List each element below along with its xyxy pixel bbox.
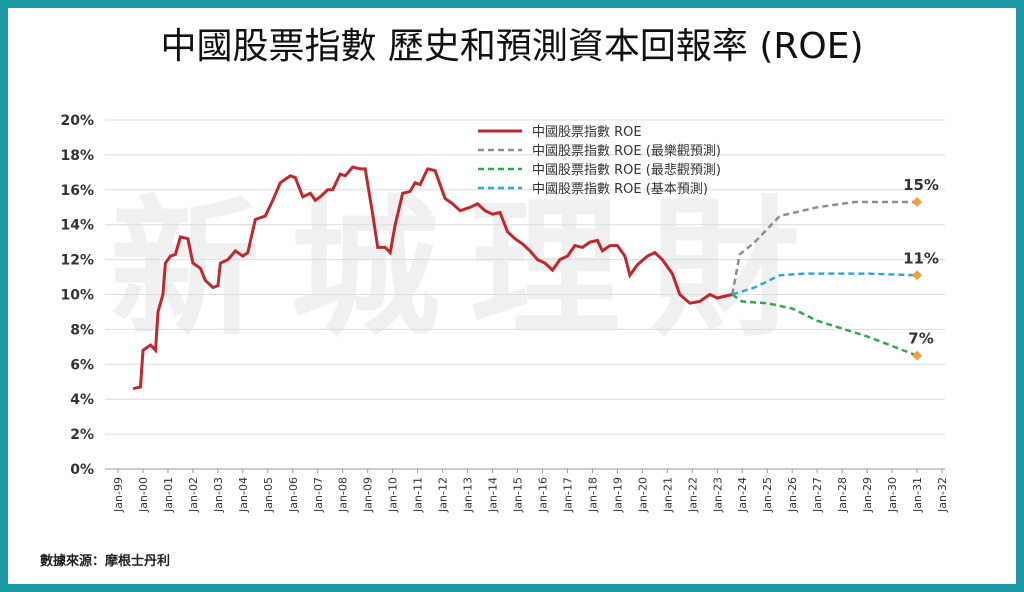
- y-tick-label: 14%: [60, 218, 94, 234]
- source: 數據來源：摩根士丹利: [40, 553, 170, 569]
- legend-label: 中國股票指數 ROE (最樂觀預測): [532, 143, 721, 159]
- x-tick-label: Jan-00: [137, 477, 150, 513]
- y-tick-label: 12%: [60, 253, 94, 269]
- x-tick-label: Jan-16: [536, 477, 549, 513]
- x-tick-label: Jan-07: [312, 477, 325, 513]
- y-tick-label: 0%: [70, 462, 94, 478]
- x-tick-label: Jan-06: [287, 477, 300, 513]
- y-tick-label: 18%: [60, 148, 94, 164]
- x-tick-label: Jan-29: [861, 477, 874, 513]
- x-tick-label: Jan-19: [611, 477, 624, 513]
- y-tick-label: 4%: [70, 392, 94, 408]
- x-tick-label: Jan-18: [586, 477, 599, 513]
- x-tick-label: Jan-30: [886, 477, 899, 513]
- y-tick-label: 2%: [70, 427, 94, 443]
- end-label: 11%: [903, 249, 939, 267]
- y-tick-label: 6%: [70, 357, 94, 373]
- x-tick-label: Jan-13: [462, 477, 475, 513]
- x-tick-label: Jan-27: [811, 477, 824, 513]
- x-tick-label: Jan-21: [661, 477, 674, 513]
- y-tick-label: 8%: [70, 322, 94, 338]
- x-tick-label: Jan-10: [387, 477, 400, 513]
- y-tick-label: 20%: [60, 113, 94, 129]
- series-line: [731, 272, 918, 296]
- x-tick-label: Jan-26: [786, 477, 799, 513]
- end-label: 7%: [908, 330, 933, 348]
- legend-label: 中國股票指數 ROE (最悲觀預測): [532, 162, 721, 178]
- x-tick-label: Jan-22: [686, 477, 699, 513]
- x-tick-label: Jan-12: [437, 477, 450, 513]
- x-tick-label: Jan-11: [412, 477, 425, 513]
- x-tick-label: Jan-08: [337, 477, 350, 513]
- x-tick-label: Jan-15: [512, 477, 525, 513]
- x-tick-label: Jan-09: [362, 477, 375, 513]
- end-marker: [912, 197, 923, 208]
- end-marker: [912, 350, 923, 361]
- x-tick-label: Jan-24: [736, 477, 749, 513]
- legend-label: 中國股票指數 ROE: [532, 125, 642, 140]
- x-tick-label: Jan-32: [936, 477, 949, 513]
- x-tick-label: Jan-02: [187, 477, 200, 513]
- series-line: [731, 293, 918, 357]
- y-tick-label: 10%: [60, 288, 94, 304]
- x-tick-label: Jan-31: [911, 477, 924, 513]
- x-tick-label: Jan-01: [162, 477, 175, 513]
- legend-label: 中國股票指數 ROE (基本預測): [532, 182, 708, 197]
- x-tick-label: Jan-14: [487, 477, 500, 513]
- x-tick-label: Jan-17: [561, 477, 574, 513]
- x-tick-label: Jan-25: [761, 477, 774, 513]
- x-tick-label: Jan-99: [112, 477, 125, 513]
- x-tick-label: Jan-28: [836, 477, 849, 513]
- x-tick-label: Jan-05: [262, 477, 275, 513]
- series-line: [731, 200, 917, 295]
- x-tick-label: Jan-04: [237, 477, 250, 513]
- end-marker: [912, 270, 923, 281]
- end-label: 15%: [903, 176, 939, 194]
- y-tick-label: 16%: [60, 183, 94, 199]
- series-line: [132, 165, 733, 391]
- watermark: 新城理財: [110, 183, 830, 357]
- chart-title: 中國股票指數 歷史和預測資本回報率 (ROE): [160, 26, 863, 67]
- x-tick-label: Jan-20: [636, 477, 649, 513]
- x-tick-label: Jan-23: [711, 477, 724, 513]
- x-tick-label: Jan-03: [212, 477, 225, 513]
